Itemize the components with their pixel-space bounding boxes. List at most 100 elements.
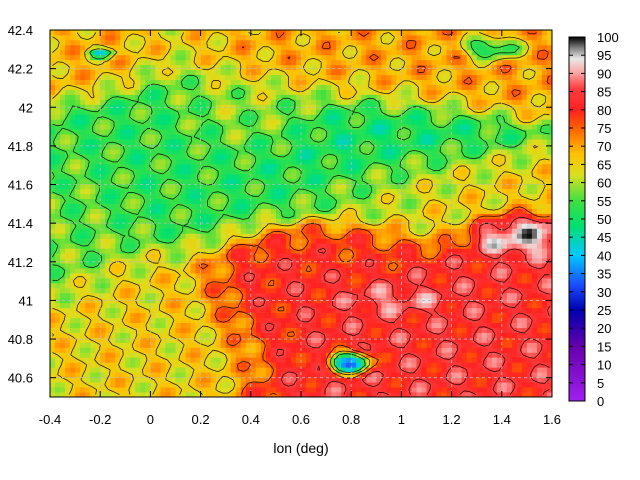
heat-cell <box>285 208 292 214</box>
heat-cell <box>351 228 357 234</box>
heat-cell <box>250 282 257 289</box>
heat-cell <box>521 208 528 214</box>
heat-cell <box>105 282 111 289</box>
heat-cell <box>265 322 272 328</box>
heat-cell <box>331 327 337 333</box>
heat-cell <box>461 292 468 299</box>
heat-cell <box>110 337 116 343</box>
heat-cell <box>301 347 307 353</box>
heat-cell <box>165 327 171 333</box>
heat-cell <box>461 357 468 363</box>
heat-cell <box>250 387 257 393</box>
heat-cell <box>265 243 272 249</box>
heat-cell <box>90 387 96 393</box>
heat-cell <box>130 218 136 224</box>
heat-cell <box>381 292 387 299</box>
heat-cell <box>401 307 407 314</box>
heat-cell <box>316 258 322 264</box>
heat-cell <box>75 178 81 185</box>
heat-cell <box>361 243 367 249</box>
heat-cell <box>75 307 81 314</box>
heat-cell <box>471 203 478 209</box>
heat-cell <box>225 149 232 155</box>
heat-cell <box>411 149 417 155</box>
heat-cell <box>351 173 357 180</box>
heat-cell <box>541 198 548 204</box>
heat-cell <box>306 268 312 274</box>
heat-cell <box>476 387 483 393</box>
heat-cell <box>526 307 533 314</box>
heat-cell <box>215 178 222 185</box>
heat-cell <box>245 158 252 165</box>
heat-cell <box>165 282 171 289</box>
heat-cell <box>441 357 447 363</box>
heat-cell <box>501 387 508 393</box>
heat-cell <box>290 218 297 224</box>
heat-cell <box>341 352 347 358</box>
heat-cell <box>115 317 121 324</box>
heat-cell <box>80 342 86 348</box>
heat-cell <box>466 213 473 219</box>
heat-cell <box>546 372 552 378</box>
heat-cell <box>155 173 161 180</box>
heat-cell <box>386 367 392 373</box>
heat-cell <box>215 233 222 239</box>
heat-cell <box>230 322 237 328</box>
heat-cell <box>230 273 237 279</box>
heat-cell <box>260 178 267 185</box>
heat-cell <box>255 233 262 239</box>
heat-cell <box>411 332 417 338</box>
heat-cell <box>100 282 106 289</box>
heat-cell <box>270 188 277 195</box>
heat-cell <box>110 173 116 180</box>
heat-cell <box>331 292 337 299</box>
heat-cell <box>391 357 397 363</box>
heat-cell <box>351 307 357 314</box>
heat-cell <box>290 203 297 209</box>
heat-cell <box>431 149 437 155</box>
heat-cell <box>105 258 111 264</box>
heat-cell <box>421 362 427 368</box>
heat-cell <box>546 382 552 388</box>
heat-cell <box>70 193 76 200</box>
heat-cell <box>125 253 131 259</box>
heat-cell <box>476 253 483 259</box>
heat-cell <box>396 377 402 383</box>
heat-cell <box>506 392 513 397</box>
heat-cell <box>391 149 397 155</box>
heat-cell <box>426 342 432 348</box>
heat-cell <box>321 183 327 190</box>
heat-cell <box>115 163 121 170</box>
heat-cell <box>235 188 242 195</box>
heat-cell <box>215 362 222 368</box>
heat-cell <box>250 168 257 175</box>
heat-cell <box>376 322 382 328</box>
heat-cell <box>446 342 452 348</box>
heat-cell <box>361 233 367 239</box>
heat-cell <box>426 327 432 333</box>
heat-cell <box>396 243 402 249</box>
heat-cell <box>351 362 357 368</box>
heat-cell <box>431 188 437 195</box>
heat-cell <box>481 352 488 358</box>
heat-cell <box>180 282 186 289</box>
heat-cell <box>240 183 247 190</box>
heat-cell <box>461 188 468 195</box>
heat-cell <box>461 208 468 214</box>
heat-cell <box>441 387 447 393</box>
heat-cell <box>290 352 297 358</box>
heat-cell <box>406 208 412 214</box>
heat-cell <box>396 307 402 314</box>
heat-cell <box>260 188 267 195</box>
heat-cell <box>316 233 322 239</box>
heat-cell <box>546 198 552 204</box>
heat-cell <box>295 332 302 338</box>
heat-cell <box>411 367 417 373</box>
heat-cell <box>55 208 61 214</box>
heat-cell <box>406 322 412 328</box>
heat-cell <box>441 218 447 224</box>
heat-cell <box>321 268 327 274</box>
heat-cell <box>65 168 71 175</box>
heat-cell <box>250 198 257 204</box>
heat-cell <box>60 327 66 333</box>
